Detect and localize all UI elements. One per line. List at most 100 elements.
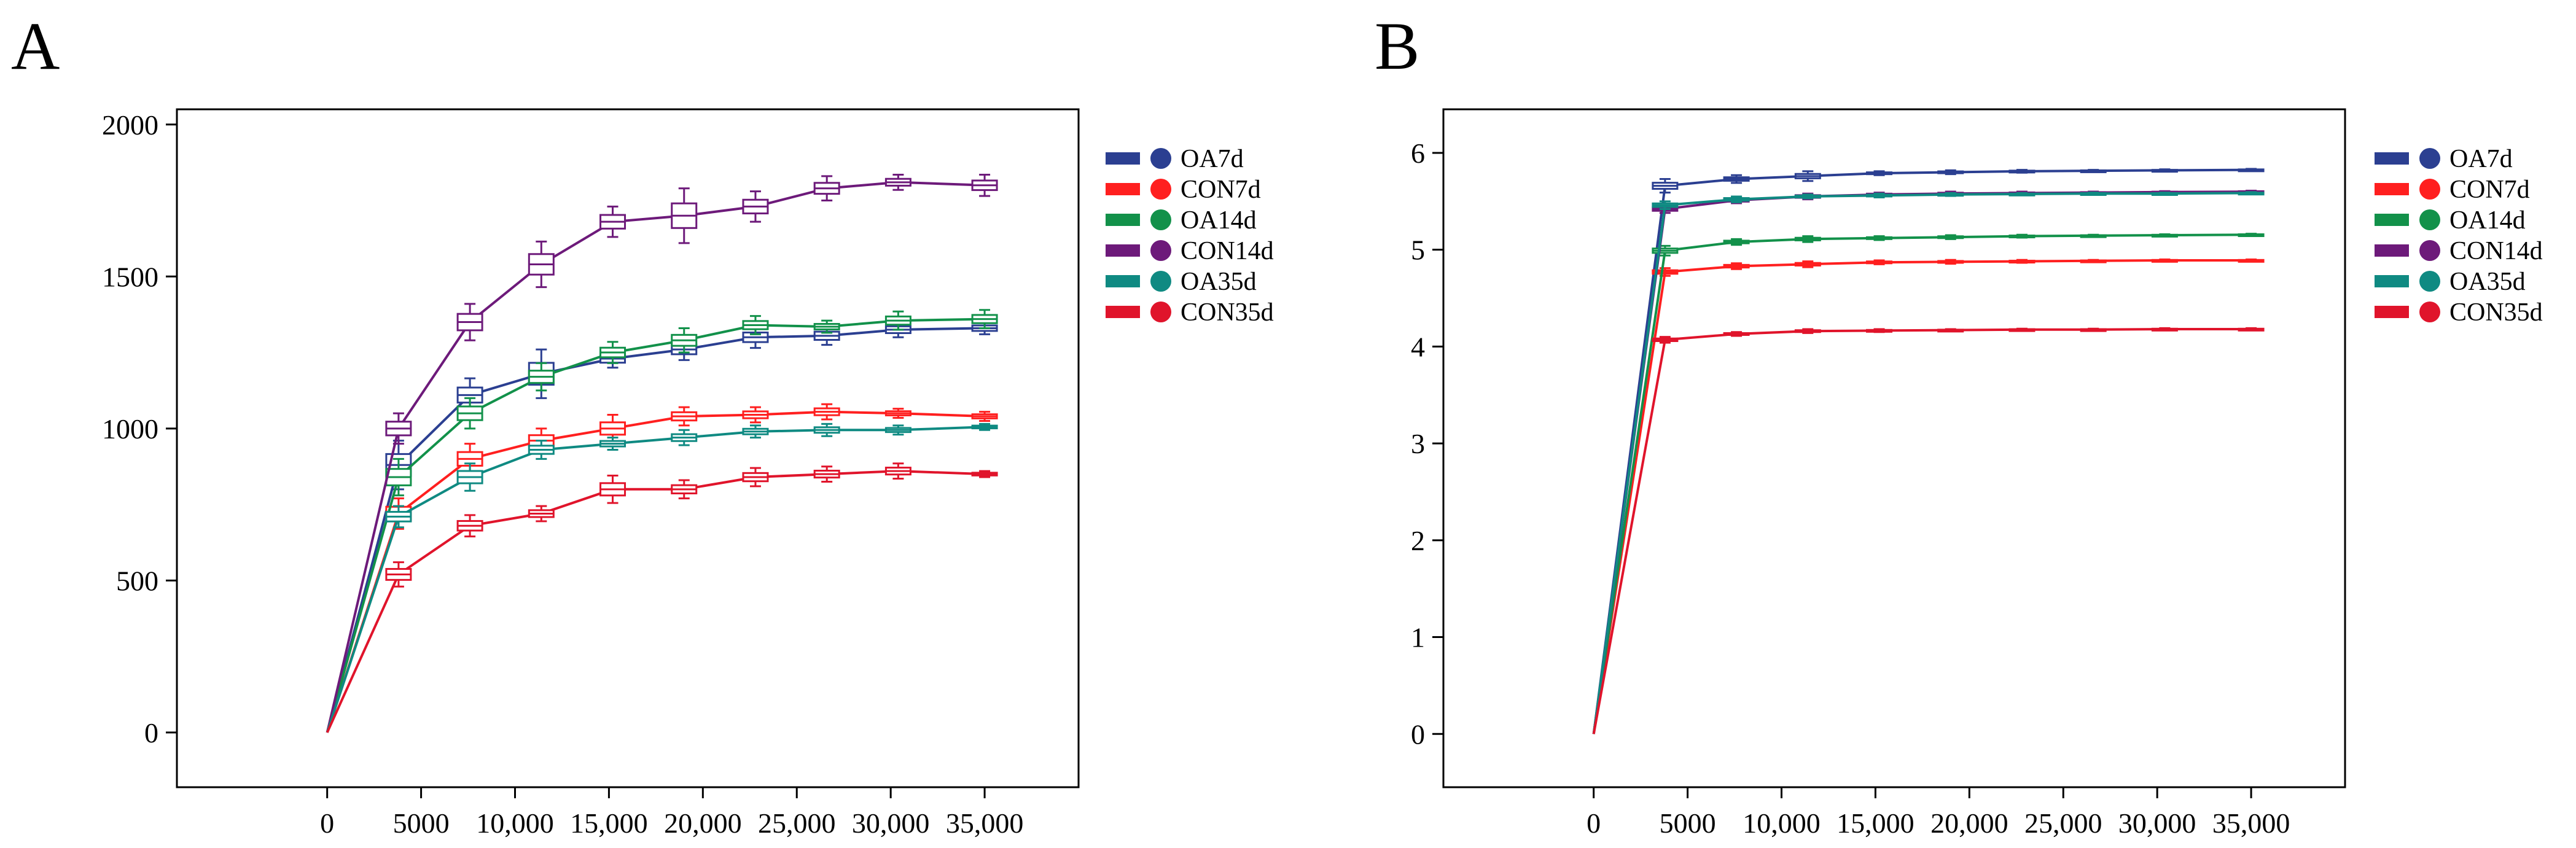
y-tick-label: 2000: [102, 109, 158, 141]
legend-label: OA35d: [1181, 268, 1257, 296]
series-con7d: [1592, 258, 2265, 734]
legend-swatch: [2375, 183, 2409, 195]
series-con7d: [326, 403, 998, 733]
box-plot: [2008, 233, 2035, 239]
series-line: [326, 317, 985, 733]
legend-swatch: [1106, 152, 1140, 165]
series-line: [1592, 190, 2252, 734]
box-plot: [1652, 244, 1679, 257]
box-plot: [528, 505, 555, 523]
box-plot: [671, 327, 698, 354]
series-oa14d: [326, 309, 998, 733]
box-plot: [1723, 238, 1750, 246]
legend-item: OA35d: [2375, 268, 2526, 296]
x-tick-label: 25,000: [2024, 807, 2102, 839]
box-plot: [671, 187, 698, 244]
box-plot: [1937, 259, 1964, 265]
box-plot: [599, 205, 626, 238]
legend-item: CON7d: [1106, 176, 1261, 204]
box-plot: [528, 240, 555, 289]
series-oa14d: [1592, 233, 2265, 734]
box-plot: [671, 479, 698, 500]
series-con35d: [326, 462, 998, 733]
box-plot: [971, 470, 998, 478]
x-tick-label: 30,000: [2118, 807, 2196, 839]
box-plot: [2008, 327, 2035, 332]
legend-label: CON14d: [1181, 237, 1274, 265]
y-tick-label: 4: [1411, 331, 1425, 362]
box-plot: [742, 325, 769, 349]
y-tick-label: 3: [1411, 428, 1425, 459]
box-plot: [1723, 262, 1750, 270]
series-line: [1592, 328, 2252, 734]
box-plot: [1652, 178, 1679, 194]
box-plot: [1652, 336, 1679, 344]
x-tick-label: 10,000: [1743, 807, 1821, 839]
box-plot: [971, 173, 998, 197]
series-oa35d: [1592, 191, 2265, 734]
box-plot: [2008, 259, 2035, 264]
box-plot: [813, 403, 840, 421]
legend-swatch: [1106, 275, 1140, 287]
box-plot: [1866, 328, 1893, 333]
box-plot: [1723, 195, 1750, 203]
x-tick-label: 20,000: [1930, 807, 2008, 839]
box-plot: [1937, 169, 1964, 176]
box-plot: [2151, 168, 2178, 173]
legend-label: CON14d: [2449, 237, 2543, 265]
legend-item: OA35d: [1106, 268, 1257, 296]
box-plot: [813, 319, 840, 334]
legend-marker: [1150, 148, 1171, 169]
box-plot: [813, 422, 840, 437]
x-tick-label: 35,000: [2212, 807, 2290, 839]
x-tick-label: 20,000: [664, 807, 742, 839]
legend-marker: [2419, 301, 2440, 322]
box-plot: [971, 309, 998, 329]
legend-swatch: [1106, 306, 1140, 318]
box-plot: [884, 173, 911, 191]
legend-swatch: [1106, 244, 1140, 257]
x-tick-label: 5000: [393, 807, 450, 839]
legend-label: OA14d: [2449, 206, 2526, 235]
legend-label: CON35d: [2449, 298, 2543, 327]
box-plot: [2151, 258, 2178, 263]
y-tick-label: 6: [1411, 138, 1425, 169]
legend-item: OA7d: [2375, 145, 2513, 173]
legend-item: OA14d: [1106, 206, 1257, 235]
legend-swatch: [2375, 306, 2409, 318]
panel-b-chart: 0 1 2 3 4 5 6 0 5000 10,000 15,000 20,000 25,000 30,0…: [1411, 108, 2543, 839]
box-plot: [884, 424, 911, 436]
series-oa35d: [326, 422, 998, 733]
box-plot: [2238, 258, 2265, 263]
box-plot: [2080, 327, 2107, 332]
x-tick-label: 25,000: [758, 807, 836, 839]
series-line: [1592, 168, 2252, 734]
box-plot: [385, 561, 412, 588]
box-plot: [1866, 170, 1893, 176]
panel-b-letter: B: [1375, 9, 1419, 84]
series-line: [326, 410, 985, 733]
series-line: [326, 181, 985, 733]
legend-swatch: [1106, 183, 1140, 195]
box-plot: [671, 429, 698, 446]
series-line: [326, 470, 985, 733]
y-tick-label: 0: [1411, 718, 1425, 750]
legend-marker: [2419, 271, 2440, 292]
legend-label: OA7d: [1181, 145, 1244, 173]
box-plot: [1794, 328, 1821, 334]
box-plot: [385, 505, 412, 529]
box-plot: [1723, 174, 1750, 184]
legend-label: CON35d: [1181, 298, 1274, 327]
legend-swatch: [2375, 244, 2409, 257]
series-line: [326, 327, 985, 733]
box-plot: [813, 465, 840, 483]
series-line: [1592, 259, 2252, 734]
box-plot: [742, 467, 769, 488]
box-plot: [599, 341, 626, 364]
legend-item: CON35d: [1106, 298, 1274, 327]
box-plot: [1937, 234, 1964, 240]
box-plot: [1937, 192, 1964, 197]
x-tick-label: 0: [1587, 807, 1601, 839]
